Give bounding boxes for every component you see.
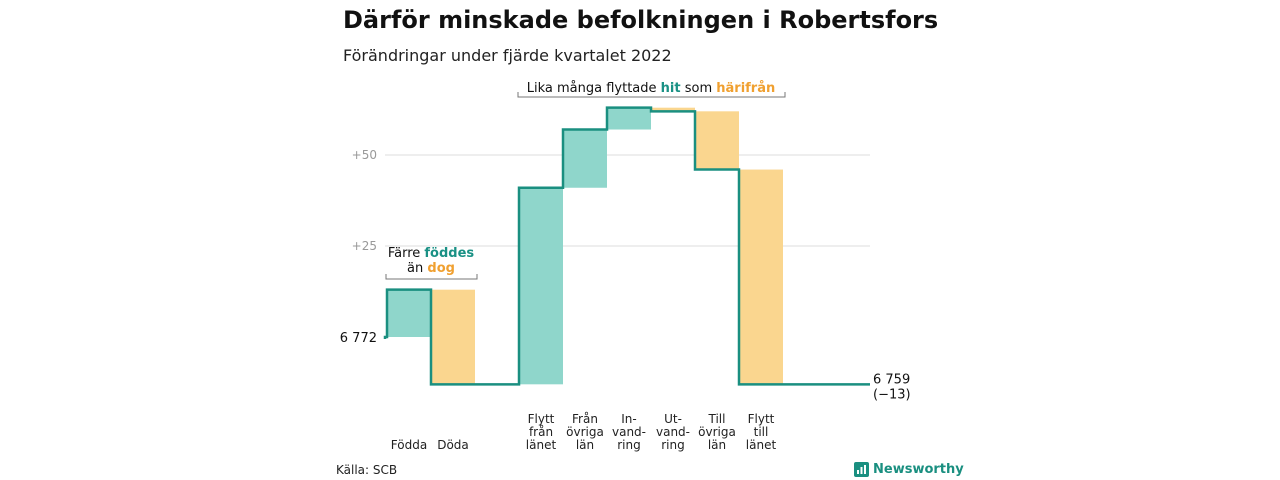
waterfall-bar xyxy=(387,289,431,337)
category-label: Ut-vand-ring xyxy=(656,412,690,452)
cumulative-step-line xyxy=(383,106,870,386)
waterfall-bar xyxy=(431,289,475,385)
chart-subtitle: Förändringar under fjärde kvartalet 2022 xyxy=(343,46,672,65)
source-note: Källa: SCB xyxy=(336,463,398,477)
y-tick-label: +25 xyxy=(352,239,377,253)
waterfall-bar xyxy=(519,187,563,385)
waterfall-bar xyxy=(607,107,651,130)
start-value-label: 6 772 xyxy=(340,331,377,346)
annotation-migration: Lika många flyttade hit som härifrån xyxy=(527,81,776,96)
end-change-label: (−13) xyxy=(873,387,911,402)
waterfall-bar xyxy=(695,111,739,170)
annotation-bracket xyxy=(517,92,786,98)
annotation-births-deaths-line1: Färre föddes xyxy=(388,246,475,261)
category-label: Flytt till länet xyxy=(746,412,777,452)
end-value-label: 6 759 xyxy=(873,372,910,387)
bar-chart-icon xyxy=(854,462,869,477)
annotation-bracket xyxy=(385,274,478,280)
y-tick-label: +50 xyxy=(352,148,377,162)
brand-name: Newsworthy xyxy=(873,462,964,477)
category-label: Till övriga län xyxy=(698,412,736,452)
waterfall-bar xyxy=(563,129,607,188)
category-label: Döda xyxy=(437,438,469,452)
waterfall-bar xyxy=(739,169,783,385)
category-label: Födda xyxy=(391,438,427,452)
brand-logo: Newsworthy xyxy=(854,462,964,477)
chart-title: Därför minskade befolkningen i Robertsfo… xyxy=(343,6,939,34)
category-label: Flytt från länet xyxy=(526,412,557,452)
waterfall-bar xyxy=(651,107,695,112)
category-label: In-vand-ring xyxy=(612,412,646,452)
annotation-births-deaths-line2: än dog xyxy=(407,261,455,276)
category-label: Från övriga län xyxy=(566,412,604,452)
